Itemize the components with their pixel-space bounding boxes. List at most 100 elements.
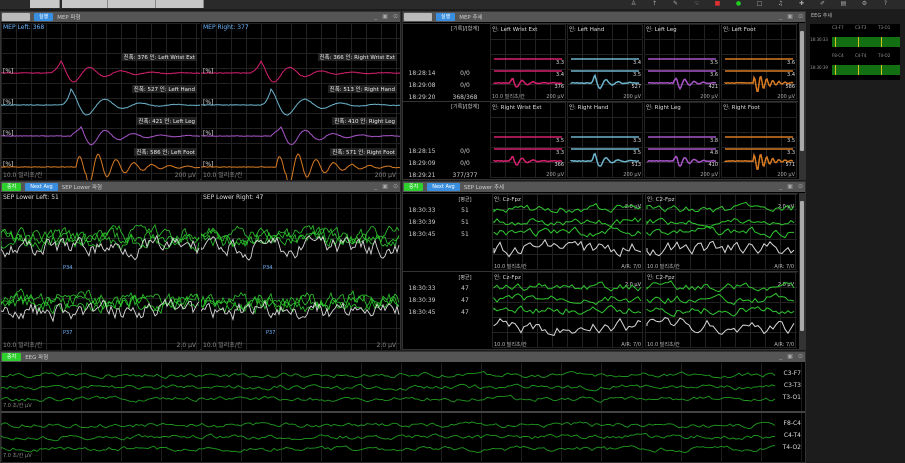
settings-icon[interactable]: ⊙ — [392, 13, 398, 20]
minimize-icon[interactable]: _ — [779, 353, 783, 360]
record-stop-icon[interactable]: ■ — [714, 0, 721, 7]
next-avg-button[interactable]: Next Avg — [25, 183, 58, 191]
trend-value: 3.3 — [556, 150, 564, 156]
eeg-trend-panel: EEG 추세 C3-F7 C3-T3 T3-O1 18:30:33 F8-C4 C4-T4… — [808, 11, 905, 81]
hand-icon[interactable]: ☜ — [693, 0, 700, 7]
sep-trace — [1, 288, 200, 309]
minimize-icon[interactable]: _ — [779, 13, 783, 20]
sep-trace — [201, 228, 400, 248]
settings-icon[interactable]: ⚙ — [861, 0, 868, 7]
channel-name: 인: Right Leg — [646, 105, 681, 111]
trend-channel-plot[interactable]: 인: C2-Fpz 2.0 µV 10.0 밀리초/칸 A/R: 7/0 — [645, 194, 797, 270]
minimize-icon[interactable]: _ — [779, 183, 783, 190]
next-avg-button[interactable]: Next Avg — [427, 183, 460, 191]
run-button[interactable]: 실행 — [436, 13, 456, 21]
plot-title: SEP Lower Left: 51 — [3, 194, 59, 201]
channel-annotation: 진폭: 586 인: Left Foot — [134, 148, 197, 156]
settings-icon[interactable]: ⊙ — [797, 183, 803, 190]
sep-trend-trace — [493, 202, 642, 214]
top-tab[interactable] — [30, 0, 60, 8]
eeg-channel-label: C4-T4 — [783, 432, 801, 439]
channel-annotation: 진폭: 421 인: Left Leg — [136, 117, 197, 125]
top-tab[interactable] — [156, 0, 204, 8]
eeg-trace — [1, 370, 776, 380]
maximize-icon[interactable]: ▣ — [382, 183, 388, 190]
trend-value: 527 — [631, 84, 641, 90]
maximize-icon[interactable]: ▣ — [787, 183, 793, 190]
trend-value: 366 — [554, 162, 564, 168]
trend-channel-plot[interactable]: 인: Cz-Fpz 2.0 µV 10.0 밀리초/칸 A/R: 7/0 — [492, 194, 644, 270]
count-header: [기록]/[합계] — [451, 104, 479, 110]
trend-channel-plot[interactable]: 인: Left Foot 3.6 3.4 586 200 µV — [721, 24, 797, 100]
trend-channel-plot[interactable]: 인: C2-Fpz 2.0 µV 10.0 밀리초/칸 A/R: 7/0 — [645, 272, 797, 348]
trend-channel-plot[interactable]: 인: Right Hand 3.3 3.5 513 200 µV — [567, 102, 643, 178]
sep-trend-trace — [646, 225, 794, 239]
mep-left-plot[interactable]: MEP Left: 368 [%] [%] [%] [%] 진폭: 376 인:… — [1, 23, 200, 180]
stop-button[interactable]: 중지 — [404, 183, 424, 191]
channel-name: 인: Cz-Fpz — [494, 275, 521, 281]
user-icon[interactable]: ♙ — [630, 0, 637, 7]
eeg-trend-marker — [858, 65, 859, 75]
pen-icon[interactable]: ✐ — [819, 0, 826, 7]
stop-button[interactable]: 중지 — [2, 183, 22, 191]
amp-scale: 2.0 µV — [777, 282, 794, 288]
panel-title: MEP 파형 — [57, 15, 81, 21]
channel-name: 인: Right Hand — [569, 105, 609, 111]
stop-button[interactable]: 중지 — [2, 353, 22, 361]
settings-icon[interactable]: ⊙ — [392, 183, 398, 190]
run-button[interactable]: 실행 — [34, 13, 54, 21]
minimize-icon[interactable]: _ — [374, 13, 378, 20]
channel-name: 인: C2-Fpz — [647, 197, 675, 203]
sep-right-plot[interactable]: SEP Lower Right: 47 P34 P37 10.0 밀리초/칸 2… — [201, 193, 400, 350]
pin-icon[interactable]: ↑ — [651, 0, 658, 7]
trend-trace — [647, 155, 717, 168]
maximize-icon[interactable]: ▣ — [787, 13, 793, 20]
channel-name: 인: Right Foot — [723, 105, 760, 111]
top-tab[interactable] — [108, 0, 156, 8]
trend-channel-plot[interactable]: 인: Right Foot 3.5 3.3 571 200 µV — [721, 102, 797, 178]
channel-name: 인: Left Foot — [723, 27, 756, 33]
help-icon[interactable]: ? — [883, 0, 888, 7]
monitor-icon[interactable]: □ — [756, 0, 763, 7]
scrollbar[interactable] — [799, 23, 805, 180]
maximize-icon[interactable]: ▣ — [382, 13, 388, 20]
trend-channel-plot[interactable]: 인: Right Leg 3.8 4.8 410 200 µV — [644, 102, 720, 178]
trend-channel-plot[interactable]: 인: Left Wrist Ext 3.3 3.4 376 10.0 밀리초/칸 200 … — [490, 24, 566, 100]
minimize-icon[interactable]: _ — [374, 183, 378, 190]
eeg-trend-label: T4-O2 — [878, 53, 891, 58]
trend-trace — [570, 152, 640, 167]
trend-channel-plot[interactable]: 인: Cz-Fpz 2.0 µV 10.0 밀리초/칸 A/R: 7/0 — [492, 272, 644, 348]
trend-channel-plot[interactable]: 인: Left Hand 3.4 3.5 527 200 µV — [567, 24, 643, 100]
top-tab[interactable] — [62, 0, 108, 8]
marker-icon[interactable]: ✚ — [798, 0, 805, 7]
sep-left-plot[interactable]: SEP Lower Left: 51 P34 P37 10.0 밀리초/칸 2.… — [1, 193, 200, 350]
mep-right-plot[interactable]: MEP Right: 377 [%] [%] [%] [%] 진폭: 366 인… — [201, 23, 400, 180]
comment-icon[interactable]: ✎ — [672, 0, 679, 7]
panel-toggle-button[interactable] — [404, 13, 432, 21]
settings-icon[interactable]: ⊙ — [797, 13, 803, 20]
trend-time: 18:29:20 — [408, 94, 436, 101]
sep-trend-trace — [646, 306, 795, 318]
trend-value: 3.8 — [710, 138, 718, 144]
trend-time: 18:30:45 — [408, 309, 436, 316]
maximize-icon[interactable]: ▣ — [787, 353, 793, 360]
scrollbar[interactable] — [799, 193, 805, 350]
bell-icon[interactable]: ♫ — [777, 0, 784, 7]
sep-trend-trace — [646, 217, 795, 228]
panel-title: EEG 추세 — [811, 13, 832, 19]
trend-channel-plot[interactable]: 인: Left Leg 3.5 3.6 421 200 µV — [644, 24, 720, 100]
scrollbar-thumb[interactable] — [800, 201, 804, 331]
settings-icon[interactable]: ⊙ — [797, 353, 803, 360]
eeg-trend-marker — [858, 37, 859, 47]
save-icon[interactable]: ▤ — [840, 0, 847, 7]
record-go-icon[interactable]: ● — [735, 0, 742, 7]
trend-count: 51 — [461, 207, 469, 214]
trend-value: 3.5 — [633, 72, 641, 78]
trend-channel-plot[interactable]: 인: Right Wrist Ext 3.5 3.3 366 200 µV — [490, 102, 566, 178]
eeg-trend-label: T3-O1 — [878, 25, 891, 30]
panel-toggle-button[interactable] — [2, 13, 30, 21]
plot-title: MEP Right: 377 — [203, 24, 249, 31]
scrollbar-thumb[interactable] — [800, 31, 804, 151]
channel-name: 인: Cz-Fpz — [494, 197, 521, 203]
trend-time: 18:29:21 — [408, 172, 436, 179]
